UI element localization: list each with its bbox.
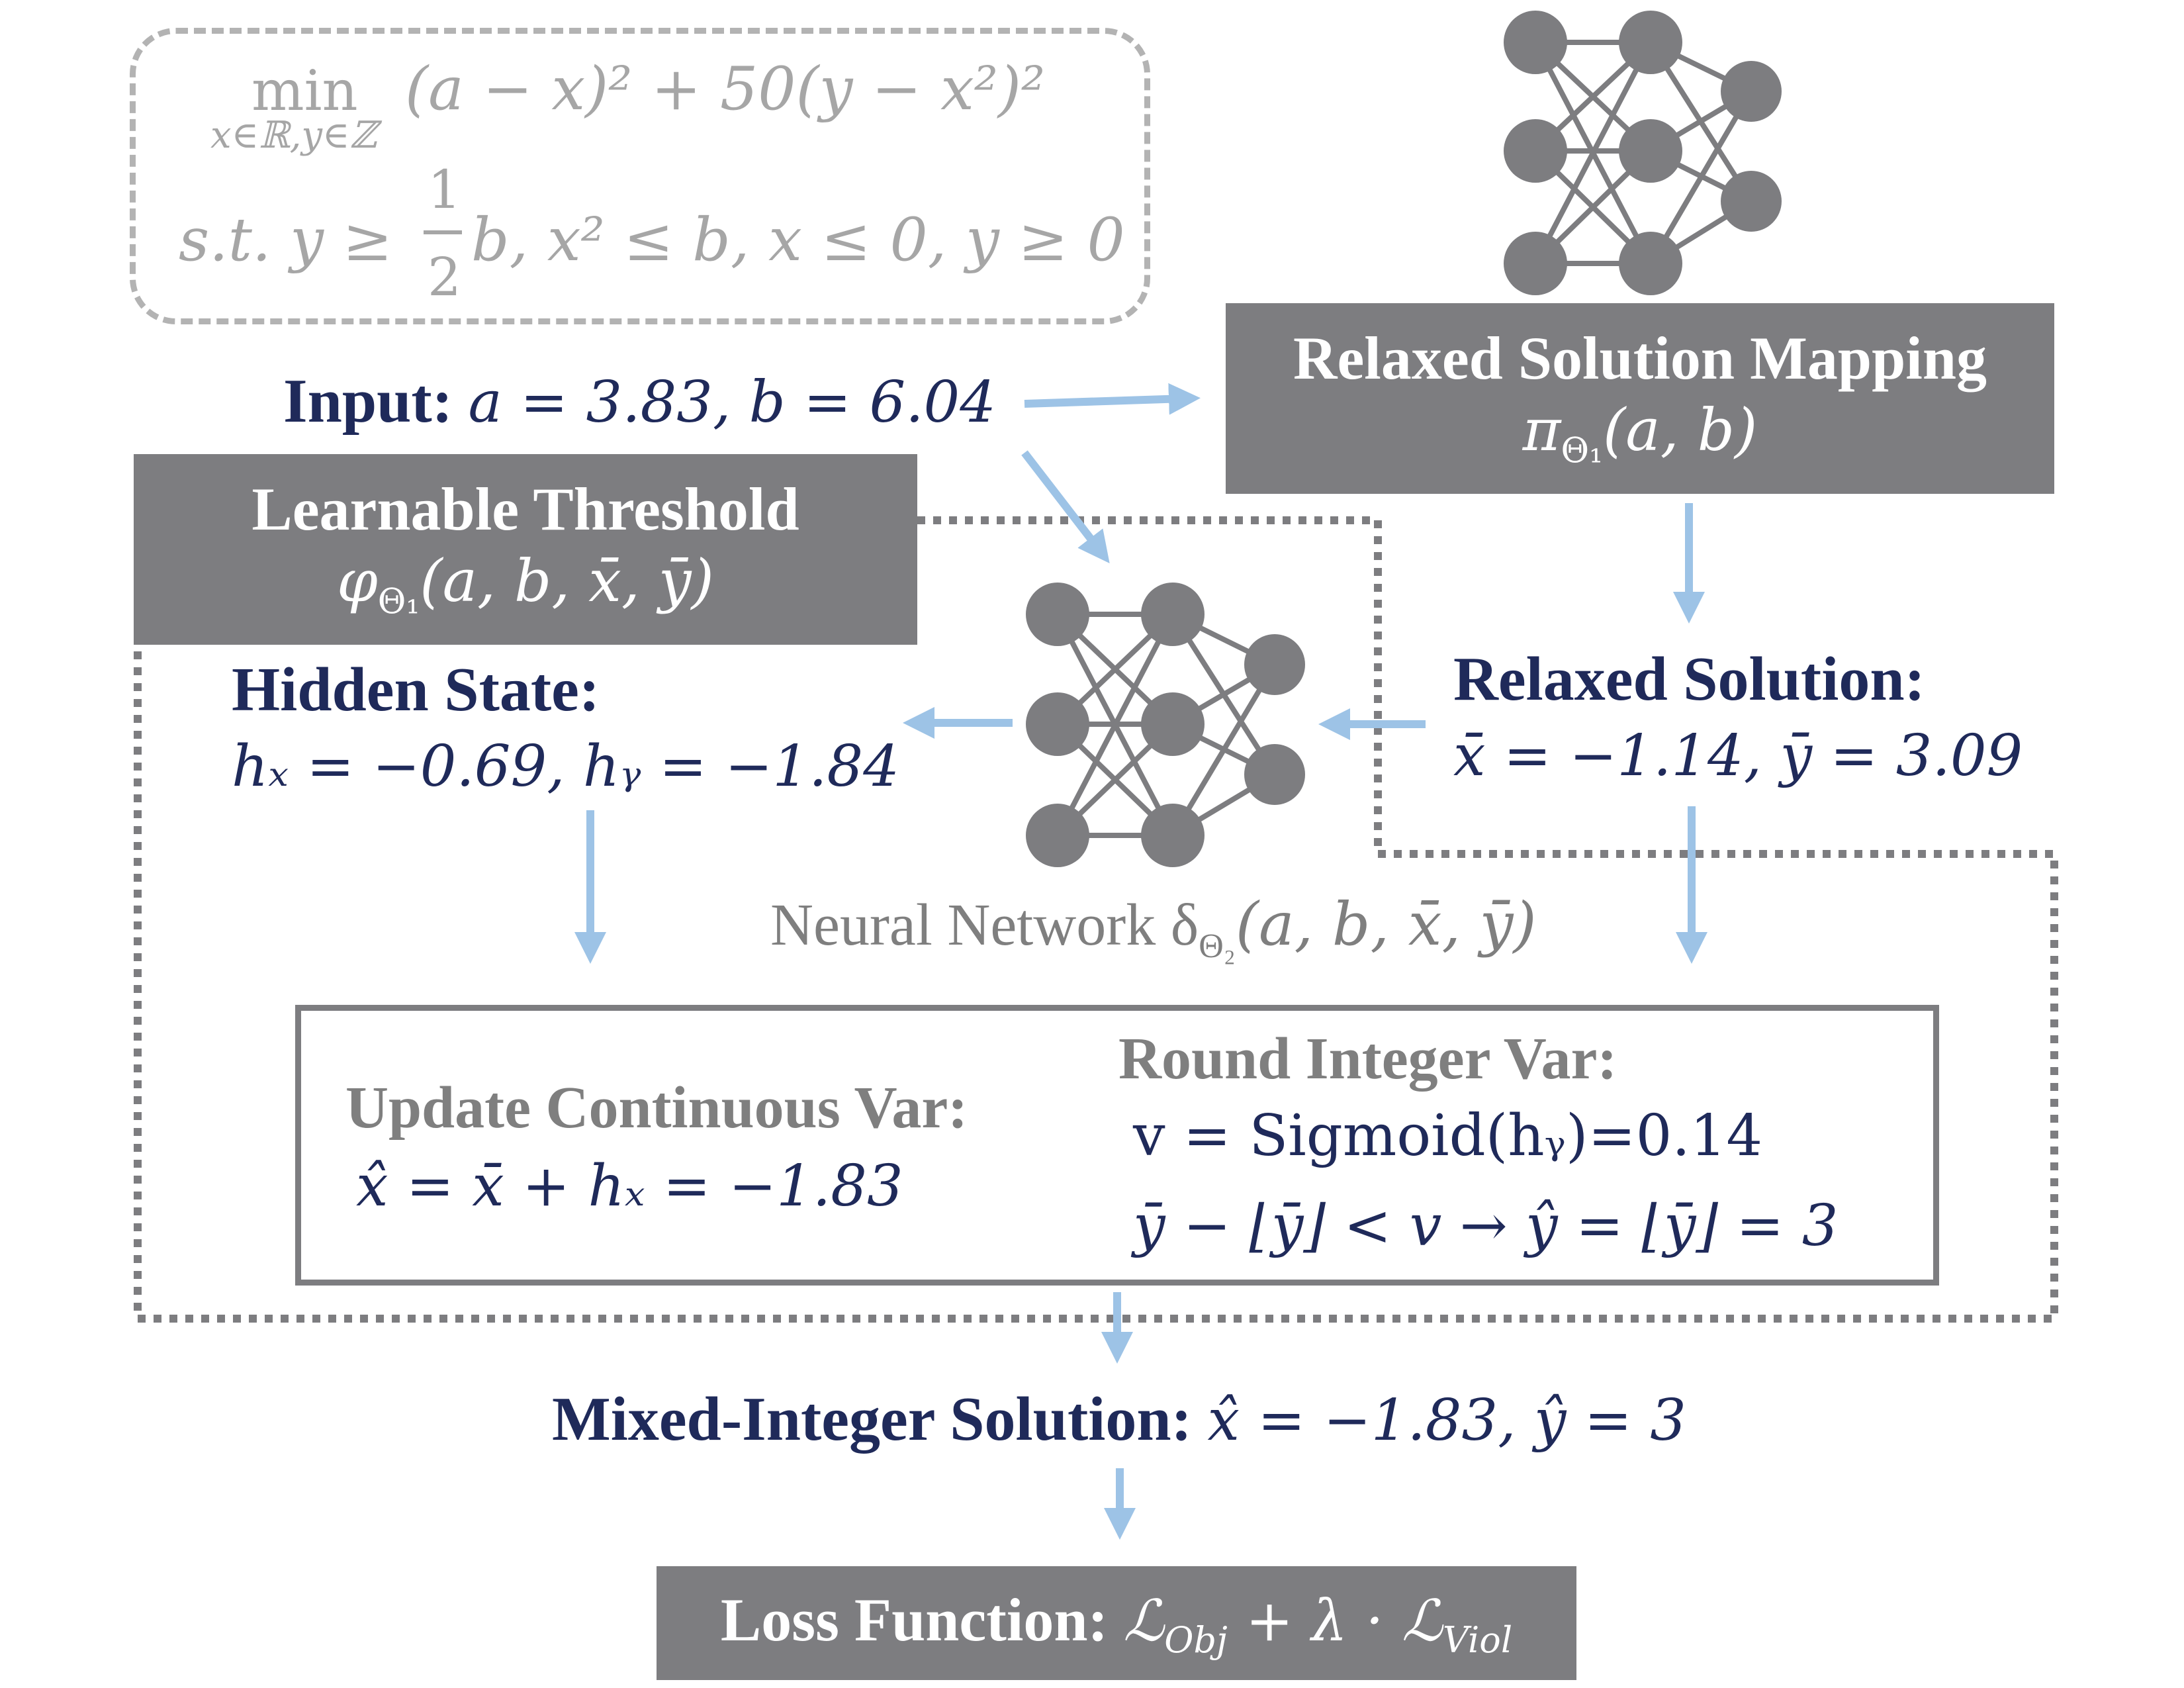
- round-integer-title: Round Integer Var:: [1118, 1026, 1617, 1092]
- learnable-threshold-args: (a, b, x̄, ȳ): [420, 547, 714, 615]
- hidden-state-value: hₓ = −0.69, hᵧ = −1.84: [232, 733, 899, 800]
- objective-subscript: x∈ℝ,y∈ℤ: [210, 114, 377, 157]
- constraint-fraction-bar: [424, 230, 462, 234]
- arrow-input-to-network: [1021, 450, 1110, 564]
- neural-network-icon-middle-nodes: [1026, 583, 1305, 867]
- input-line: Input: a = 3.83, b = 6.04: [283, 365, 996, 437]
- loss-function-box: Loss Function: ℒObj + λ · ℒViol: [657, 1566, 1576, 1680]
- learnable-threshold-symbol: φ: [337, 547, 378, 615]
- learnable-threshold-subscript: Θ₁: [377, 582, 420, 622]
- loss-viol-subscript: Viol: [1442, 1619, 1513, 1662]
- dotted-region-border: [134, 516, 2058, 1323]
- input-value: a = 3.83, b = 6.04: [468, 369, 996, 436]
- loss-obj-subscript: Obj: [1164, 1619, 1228, 1662]
- loss-function-formula: ℒObj + λ · ℒViol: [1123, 1588, 1512, 1661]
- neural-network-caption: Neural Network δΘ₂(a, b, x̄, ȳ): [770, 890, 1537, 966]
- objective-expression: (a − x)² + 50(y − x²)²: [405, 54, 1046, 124]
- mixed-integer-value: x̂ = −1.83, ŷ = 3: [1207, 1387, 1686, 1454]
- input-label: Input:: [283, 367, 453, 436]
- hidden-state-label: Hidden State:: [232, 655, 600, 724]
- constraint-fraction-denominator: 2: [428, 246, 461, 308]
- neural-network-subscript: Θ₂: [1199, 927, 1236, 965]
- update-continuous-formula: x̂ = x̄ + hₓ = −1.83: [356, 1153, 903, 1219]
- relaxed-mapping-subscript: Θ₁: [1561, 431, 1603, 471]
- loss-function-content: Loss Function: ℒObj + λ · ℒViol: [657, 1585, 1576, 1661]
- mixed-integer-label: Mixed-Integer Solution:: [552, 1385, 1192, 1454]
- learnable-threshold-box: Learnable Threshold φΘ₁(a, b, x̄, ȳ): [134, 454, 917, 645]
- constraint-rest: b, x² ≤ b, x ≤ 0, y ≥ 0: [471, 205, 1125, 275]
- loss-middle: + λ · ℒ: [1227, 1588, 1443, 1654]
- relaxed-mapping-formula: πΘ₁(a, b): [1226, 396, 2054, 471]
- constraint-fraction-numerator: 1: [428, 159, 461, 220]
- update-round-box: [295, 1005, 1939, 1286]
- problem-box: [130, 28, 1150, 324]
- relaxed-solution-value: x̄ = −1.14, ȳ = 3.09: [1453, 723, 2023, 789]
- round-integer-line2: ȳ − ⌊ȳ⌋ < v → ŷ = ⌊ȳ⌋ = 3: [1133, 1193, 1839, 1259]
- objective-min: min: [251, 58, 358, 123]
- neural-network-args: (a, b, x̄, ȳ): [1235, 890, 1537, 959]
- relaxed-solution-label: Relaxed Solution:: [1453, 645, 1925, 714]
- round-integer-line1: v = Sigmoid(hᵧ)=0.14: [1133, 1103, 1763, 1169]
- loss-function-label: Loss Function:: [720, 1586, 1109, 1654]
- update-continuous-title: Update Continuous Var:: [345, 1075, 968, 1141]
- loss-obj-symbol: ℒ: [1123, 1588, 1165, 1654]
- relaxed-mapping-args: (a, b): [1602, 396, 1758, 464]
- relaxed-mapping-title: Relaxed Solution Mapping: [1293, 324, 1987, 392]
- constraint-prefix: s.t. y ≥: [179, 205, 393, 275]
- neural-network-label: Neural Network δ: [770, 892, 1199, 958]
- arrow-input-to-mapping: [1024, 383, 1201, 415]
- learnable-threshold-formula: φΘ₁(a, b, x̄, ȳ): [134, 547, 917, 622]
- learnable-threshold-title: Learnable Threshold: [251, 475, 799, 543]
- relaxed-mapping-symbol: π: [1522, 396, 1561, 464]
- relaxed-mapping-box: Relaxed Solution Mapping πΘ₁(a, b): [1226, 303, 2054, 494]
- neural-network-icon-top-nodes: [1504, 11, 1782, 295]
- mixed-integer-line: Mixed-Integer Solution: x̂ = −1.83, ŷ = …: [552, 1383, 1686, 1455]
